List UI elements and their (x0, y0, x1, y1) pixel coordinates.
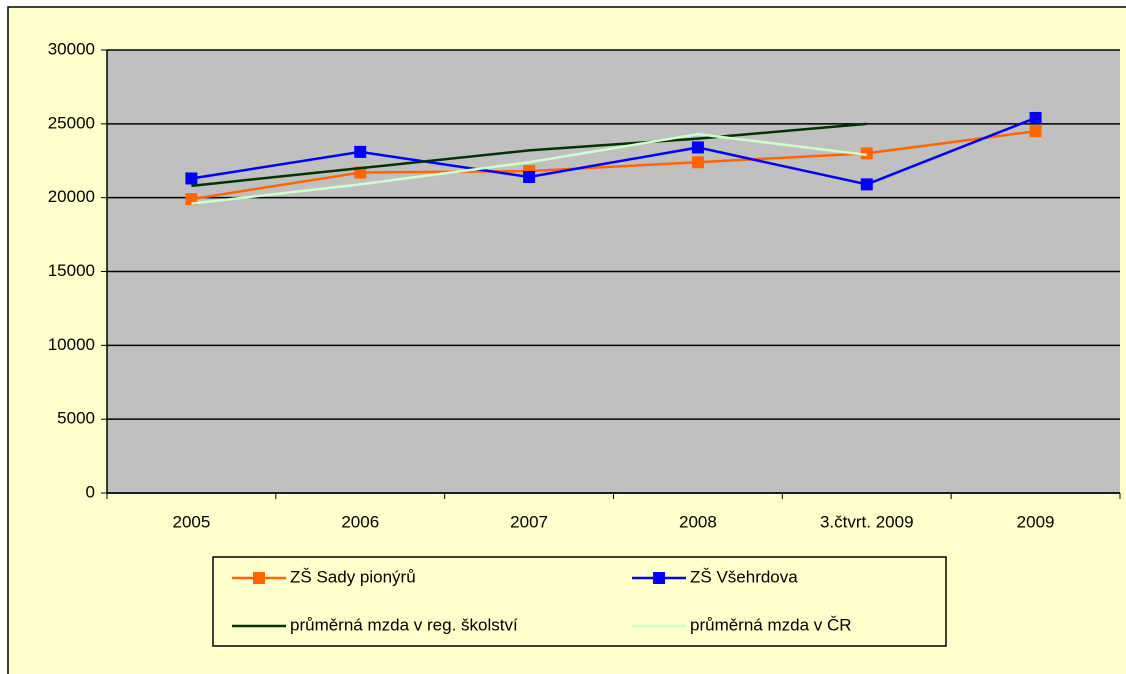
y-tick-label: 0 (86, 482, 95, 501)
y-tick-label: 25000 (48, 113, 95, 132)
x-tick-label: 2007 (510, 512, 548, 531)
point (354, 145, 367, 158)
point (523, 170, 536, 183)
x-tick-label: 2005 (173, 512, 211, 531)
y-tick-label: 20000 (48, 187, 95, 206)
x-tick-label: 2006 (341, 512, 379, 531)
legend-label: průměrná mzda v reg. školství (290, 615, 518, 634)
point (691, 141, 704, 154)
legend-marker (253, 572, 265, 584)
series-line (191, 129, 1036, 201)
point (1029, 125, 1042, 138)
series-line (191, 122, 867, 188)
legend-label: průměrná mzda v ČR (690, 615, 852, 634)
point (185, 172, 198, 185)
series-line (191, 116, 1037, 186)
point (1029, 111, 1042, 124)
point (860, 147, 873, 160)
y-tick-label: 10000 (48, 335, 95, 354)
x-tick-label: 2008 (679, 512, 717, 531)
point (691, 156, 704, 169)
x-tick-label: 3.čtvrt. 2009 (820, 512, 914, 531)
legend (212, 556, 947, 647)
y-tick-label: 15000 (48, 261, 95, 280)
series-line (191, 132, 867, 205)
x-tick-label: 2009 (1017, 512, 1055, 531)
legend-marker (653, 572, 665, 584)
y-tick-label: 5000 (57, 409, 95, 428)
legend-label: ZŠ Sady pionýrů (290, 567, 416, 586)
point (860, 178, 873, 191)
legend-label: ZŠ Všehrdova (690, 567, 798, 586)
y-tick-label: 30000 (48, 39, 95, 58)
